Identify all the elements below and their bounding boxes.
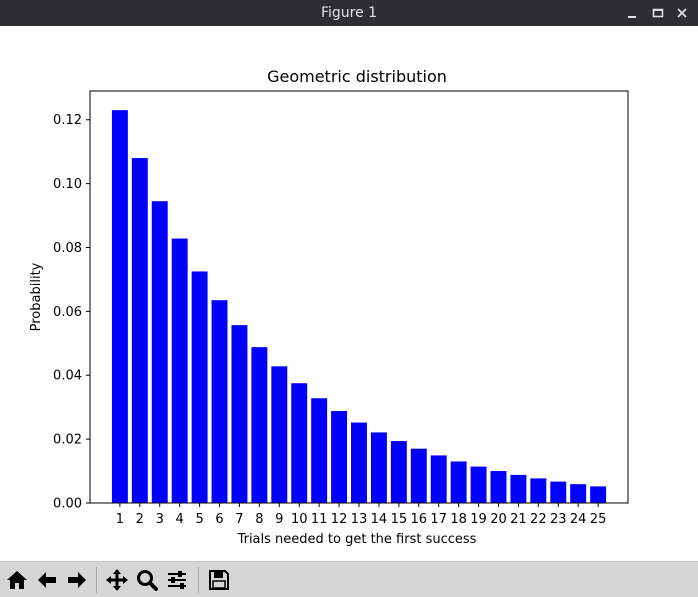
plot-frame bbox=[89, 90, 629, 504]
x-tick-label: 12 bbox=[331, 512, 348, 527]
figure-canvas: Geometric distribution 0.00 0.02 0.04 0.06 0… bbox=[0, 26, 698, 561]
y-tick-label: 0.02 bbox=[53, 433, 82, 448]
bar-18 bbox=[450, 461, 467, 503]
x-tick-label: 9 bbox=[275, 512, 283, 527]
x-tick-label: 4 bbox=[176, 512, 184, 527]
minimize-icon[interactable] bbox=[622, 3, 642, 23]
bar-3 bbox=[151, 201, 168, 503]
bar-9 bbox=[271, 366, 288, 503]
x-tick-label: 22 bbox=[530, 512, 547, 527]
bar-16 bbox=[410, 448, 427, 503]
x-tick-label: 23 bbox=[550, 512, 567, 527]
x-tick-label: 11 bbox=[311, 512, 328, 527]
bar-4 bbox=[171, 238, 188, 504]
bar-20 bbox=[490, 471, 507, 503]
x-tick-label: 6 bbox=[215, 512, 223, 527]
chart-title: Geometric distribution bbox=[267, 67, 447, 86]
x-tick-label: 21 bbox=[510, 512, 527, 527]
bar-15 bbox=[390, 441, 407, 503]
x-tick-label: 5 bbox=[195, 512, 203, 527]
x-tick-label: 8 bbox=[255, 512, 263, 527]
y-tick-label: 0.00 bbox=[53, 497, 82, 512]
x-tick-label: 7 bbox=[235, 512, 243, 527]
bar-14 bbox=[370, 432, 387, 503]
bar-7 bbox=[231, 325, 248, 503]
zoom-icon[interactable] bbox=[134, 567, 160, 593]
x-tick-label: 3 bbox=[156, 512, 164, 527]
close-icon[interactable] bbox=[672, 3, 692, 23]
x-tick-label: 13 bbox=[351, 512, 368, 527]
bar-13 bbox=[351, 422, 367, 503]
y-tick-label: 0.08 bbox=[53, 241, 82, 256]
maximize-icon[interactable] bbox=[648, 3, 668, 23]
bar-10 bbox=[291, 383, 308, 503]
x-tick-label: 18 bbox=[450, 512, 467, 527]
bar-22 bbox=[530, 478, 547, 503]
bar-17 bbox=[430, 455, 447, 503]
x-tick-label: 25 bbox=[590, 512, 607, 527]
bar-24 bbox=[570, 484, 587, 503]
bar-12 bbox=[331, 411, 348, 503]
x-tick-label: 17 bbox=[430, 512, 447, 527]
x-tick-label: 20 bbox=[490, 512, 507, 527]
configure-subplots-icon[interactable] bbox=[164, 567, 190, 593]
x-tick-label: 1 bbox=[116, 512, 124, 527]
navigation-toolbar bbox=[0, 561, 698, 597]
pan-icon[interactable] bbox=[104, 567, 130, 593]
bar-6 bbox=[211, 300, 228, 503]
home-icon[interactable] bbox=[4, 567, 30, 593]
bar-5 bbox=[191, 271, 208, 503]
x-tick-label: 10 bbox=[291, 512, 308, 527]
x-tick-label: 16 bbox=[411, 512, 428, 527]
x-axis-label: Trials needed to get the first success bbox=[237, 532, 477, 547]
forward-icon[interactable] bbox=[64, 567, 90, 593]
toolbar-separator bbox=[198, 567, 199, 593]
bar-1 bbox=[111, 110, 128, 503]
y-axis-label: Probability bbox=[29, 262, 44, 331]
x-tick-label: 2 bbox=[136, 512, 144, 527]
bar-2 bbox=[131, 158, 148, 503]
bar-8 bbox=[251, 347, 268, 503]
window-title: Figure 1 bbox=[320, 5, 378, 21]
y-tick-label: 0.06 bbox=[53, 305, 82, 320]
bar-25 bbox=[590, 486, 607, 503]
y-tick-label: 0.10 bbox=[53, 177, 82, 192]
y-tick-label: 0.04 bbox=[53, 369, 82, 384]
x-axis-ticks: 1 2 3 4 5 6 7 8 9 10 11 12 13 14 15 16 17 18 19 20 21 22 23 24 2… bbox=[116, 503, 607, 527]
window-titlebar: Figure 1 bbox=[0, 0, 698, 26]
x-tick-label: 19 bbox=[470, 512, 487, 527]
bar-11 bbox=[311, 398, 328, 503]
bar-chart: Geometric distribution 0.000.020.040.060… bbox=[29, 67, 629, 547]
bar-21 bbox=[510, 474, 527, 503]
x-tick-label: 15 bbox=[391, 512, 408, 527]
x-tick-label: 14 bbox=[371, 512, 388, 527]
save-icon[interactable] bbox=[206, 567, 232, 593]
bars bbox=[111, 110, 607, 504]
x-tick-label: 24 bbox=[570, 512, 587, 527]
back-icon[interactable] bbox=[34, 567, 60, 593]
toolbar-separator bbox=[96, 567, 97, 593]
y-tick-label: 0.12 bbox=[53, 113, 82, 128]
y-axis-ticks: 0.00 0.02 0.04 0.06 0.08 0.10 0.12 bbox=[53, 113, 90, 512]
bar-19 bbox=[470, 466, 487, 503]
bar-23 bbox=[550, 481, 567, 503]
